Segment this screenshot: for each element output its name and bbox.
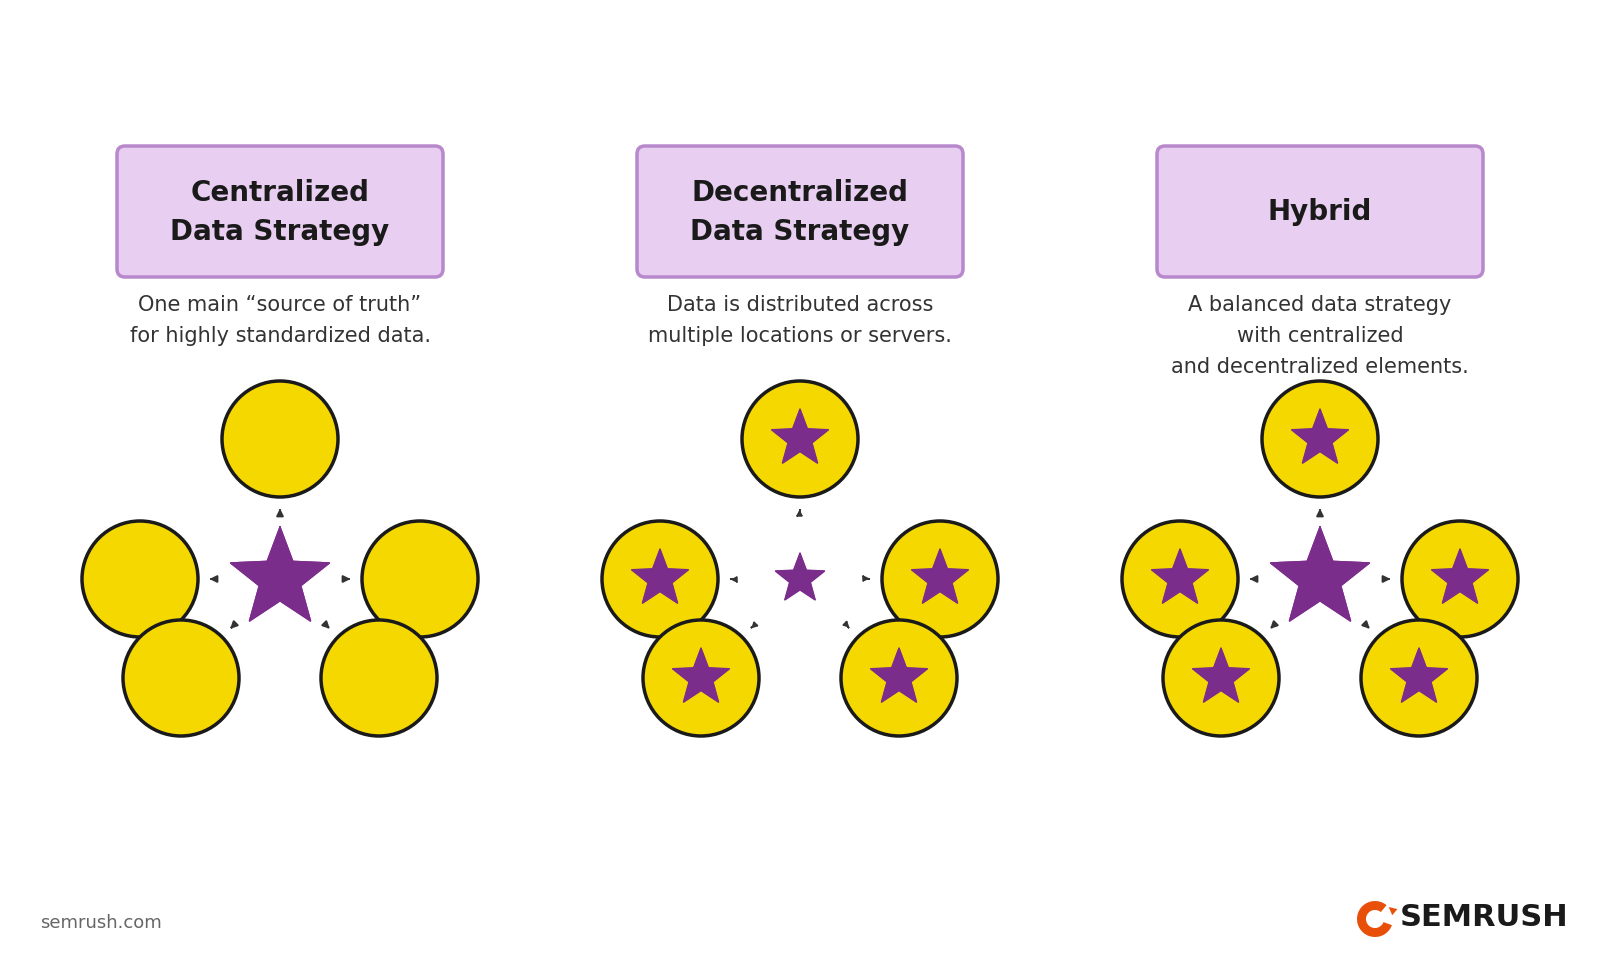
Circle shape xyxy=(742,382,858,498)
Text: Data is distributed across
multiple locations or servers.: Data is distributed across multiple loca… xyxy=(648,295,952,346)
Text: Centralized
Data Strategy: Centralized Data Strategy xyxy=(170,179,390,246)
Text: One main “source of truth”
for highly standardized data.: One main “source of truth” for highly st… xyxy=(130,295,430,346)
Text: SEMRUSH: SEMRUSH xyxy=(1400,902,1568,931)
Polygon shape xyxy=(230,528,330,622)
Circle shape xyxy=(1262,382,1378,498)
Polygon shape xyxy=(1152,550,1208,604)
Circle shape xyxy=(602,522,718,637)
Polygon shape xyxy=(1270,528,1370,622)
FancyBboxPatch shape xyxy=(117,147,443,278)
Polygon shape xyxy=(1192,649,1250,702)
Text: Decentralized
Data Strategy: Decentralized Data Strategy xyxy=(690,179,910,246)
Text: Hybrid: Hybrid xyxy=(1267,198,1373,226)
Circle shape xyxy=(362,522,478,637)
Circle shape xyxy=(1163,621,1278,736)
Circle shape xyxy=(322,621,437,736)
Text: A balanced data strategy
with centralized
and decentralized elements.: A balanced data strategy with centralize… xyxy=(1171,295,1469,377)
Circle shape xyxy=(123,621,238,736)
Polygon shape xyxy=(870,649,928,702)
Polygon shape xyxy=(672,649,730,702)
Text: semrush.com: semrush.com xyxy=(40,913,162,931)
Wedge shape xyxy=(1357,901,1392,937)
Circle shape xyxy=(842,621,957,736)
Circle shape xyxy=(643,621,758,736)
Polygon shape xyxy=(1432,550,1488,604)
Polygon shape xyxy=(1291,409,1349,464)
Circle shape xyxy=(82,522,198,637)
FancyBboxPatch shape xyxy=(637,147,963,278)
Circle shape xyxy=(1402,522,1518,637)
Polygon shape xyxy=(1390,649,1448,702)
Polygon shape xyxy=(912,550,968,604)
Polygon shape xyxy=(771,409,829,464)
Circle shape xyxy=(222,382,338,498)
Circle shape xyxy=(882,522,998,637)
Circle shape xyxy=(1362,621,1477,736)
FancyBboxPatch shape xyxy=(1157,147,1483,278)
Polygon shape xyxy=(776,554,824,601)
Polygon shape xyxy=(632,550,688,604)
Circle shape xyxy=(1122,522,1238,637)
